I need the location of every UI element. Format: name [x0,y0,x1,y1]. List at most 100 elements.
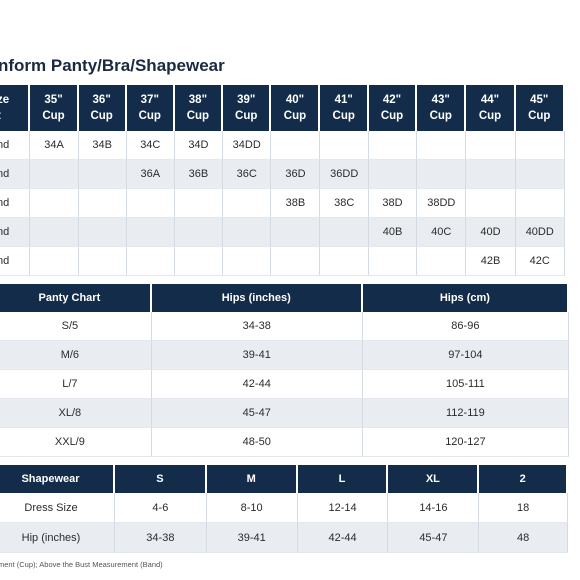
bra-col-size: 37" [140,94,159,106]
bra-col-size: 41" [334,94,353,106]
bra-cell: 40C [417,218,467,247]
shapewear-size-chart: Shapewear S M L XL 2 Dress Size 4-6 8-10… [0,465,568,553]
table-row: Hip (inches) 34-38 39-41 42-44 45-47 48 [0,523,568,553]
bra-col-size: 39" [237,94,256,106]
table-row: nd 40B 40C 40D 40DD [0,218,565,247]
shapewear-header-row: Shapewear S M L XL 2 [0,465,568,493]
page-title: nform Panty/Bra/Shapewear [0,56,225,75]
bra-col-cup: Cup [332,110,355,122]
bra-cell [466,160,516,189]
bra-cell: 36C [222,160,272,189]
bra-cell: 38C [320,189,369,218]
table-row: L/7 42-44 105-111 [0,370,569,399]
shapewear-cell: 45-47 [388,523,480,553]
bra-cell [417,247,467,276]
bra-col-header: 44" Cup [466,85,516,131]
table-row: nd 34A 34B 34C 34D 34DD [0,131,565,160]
bra-col-header: 45" Cup [515,85,565,131]
table-row: XXL/9 48-50 120-127 [0,428,569,457]
bra-col-cup: Cup [138,110,161,122]
bra-cell [30,247,79,276]
bra-cell [174,247,223,276]
bra-cell: 34D [174,131,223,160]
bra-col-size: 43" [431,94,450,106]
bra-cell [30,160,79,189]
bra-cell [515,189,565,218]
shapewear-cell: 8-10 [206,493,298,523]
panty-size: M/6 [0,341,152,370]
shapewear-cell: 34-38 [115,523,207,553]
shapewear-cell: 18 [479,493,568,523]
shapewear-header-label: Shapewear [0,465,116,493]
bra-col-size: 44" [480,94,500,106]
bra-cell [320,218,369,247]
bra-cell [515,160,565,189]
bra-cell: 36A [126,160,175,189]
bra-col-header: 39" Cup [222,85,272,131]
bra-cell [417,160,467,189]
bra-cell [126,247,175,276]
bra-col-size: 36" [92,94,111,106]
bra-row-label: nd [0,218,31,247]
bra-header-row: ze t 35" Cup 36" Cup 37" Cup 38" Cup 39" Cup 4… [0,85,565,131]
shapewear-cell: 48 [479,523,568,553]
panty-size: XXL/9 [0,428,152,457]
shapewear-header-size: 2 [479,465,568,493]
bra-col-cup: Cup [528,110,551,122]
table-row: S/5 34-38 86-96 [0,312,569,341]
bra-cell: 42C [515,247,565,276]
bra-cell [466,189,516,218]
bra-cell [271,131,321,160]
bra-col-cup: Cup [235,110,258,122]
shapewear-cell: 42-44 [297,523,389,553]
panty-hips-inches: 45-47 [151,399,363,428]
bra-col-cup: Cup [478,110,502,122]
bra-cell: 38D [368,189,418,218]
bra-col-size: 35" [44,94,63,106]
bra-row-label: nd [0,160,31,189]
shapewear-cell: 4-6 [115,493,207,523]
panty-hips-inches: 42-44 [151,370,363,399]
bra-cell [515,131,565,160]
bra-cell [174,218,223,247]
bra-corner-line2: t [0,110,1,122]
bra-cell [417,131,467,160]
bra-col-header: 41" Cup [320,85,369,131]
panty-size: S/5 [0,312,152,341]
shapewear-row-label: Dress Size [0,493,116,523]
panty-header-size: Panty Chart [0,284,152,312]
bra-cell [78,160,127,189]
panty-size: L/7 [0,370,152,399]
shapewear-cell: 14-16 [388,493,480,523]
bra-col-cup: Cup [90,110,113,122]
bra-col-header: 36" Cup [78,85,127,131]
bra-cell [320,247,369,276]
bra-cell [78,189,127,218]
panty-hips-cm: 105-111 [362,370,569,399]
bra-col-header: 43" Cup [417,85,467,131]
shapewear-header-size: L [297,465,389,493]
shapewear-header-size: XL [388,465,480,493]
bra-cell [222,218,272,247]
bra-cell [126,218,175,247]
bra-cell: 40B [368,218,418,247]
bra-cell [320,131,369,160]
shapewear-cell: 39-41 [206,523,298,553]
bra-cell [126,189,175,218]
bra-cell [271,247,321,276]
bra-cell [368,131,418,160]
bra-col-header: 37" Cup [126,85,175,131]
panty-hips-cm: 112-119 [362,399,569,428]
panty-header-hips-inches: Hips (inches) [151,284,363,312]
bra-cell: 36DD [320,160,369,189]
bra-corner-line1: ze [0,94,10,106]
panty-size-chart: Panty Chart Hips (inches) Hips (cm) S/5 … [0,284,569,457]
bra-row-label: nd [0,131,31,160]
panty-hips-inches: 48-50 [151,428,363,457]
bra-cell: 38DD [417,189,467,218]
bra-cell [222,247,272,276]
bra-cell: 38B [271,189,321,218]
table-row: nd 42B 42C [0,247,565,276]
bra-col-cup: Cup [380,110,404,122]
panty-header-row: Panty Chart Hips (inches) Hips (cm) [0,284,569,312]
